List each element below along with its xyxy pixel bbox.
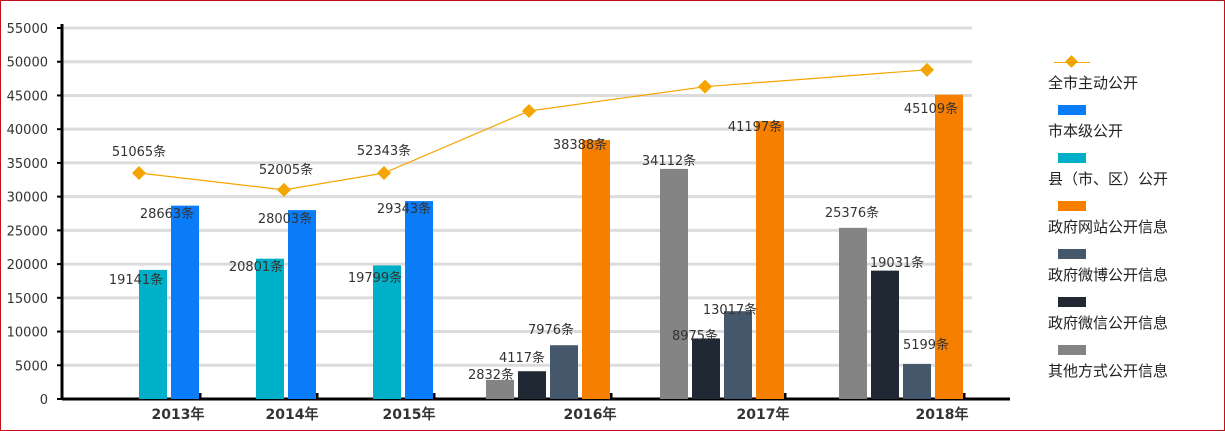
bar [871,270,899,399]
data-label: 28663条 [140,206,194,222]
data-label: 20801条 [229,259,283,275]
data-label: 34112条 [642,153,696,169]
data-label: 25376条 [825,205,879,221]
y-tick-label: 15000 [7,292,48,307]
data-label: 8975条 [672,328,718,344]
data-label: 28003条 [258,211,312,227]
legend-label: 其他方式公开信息 [1048,362,1169,380]
legend-label: 市本级公开 [1048,122,1124,140]
data-label: 5199条 [903,337,949,353]
legend-item-wechat: 政府微信公开信息 [1048,290,1218,338]
line-point-marker [920,62,934,77]
x-tick-label: 2017年 [737,406,790,423]
bar [518,371,546,399]
y-tick-label: 5000 [15,359,48,374]
bar [582,140,610,400]
y-tick-label: 40000 [7,123,48,138]
bar [550,345,578,399]
bar [405,201,433,399]
data-label: 41197条 [728,119,782,135]
line-point-marker [377,166,391,181]
line-point-marker [698,79,712,94]
y-tick-label: 10000 [7,326,48,341]
data-label: 52005条 [259,162,313,178]
data-label: 51065条 [112,144,166,160]
data-label: 19031条 [870,255,924,271]
bar [935,94,963,399]
bar [839,227,867,399]
line-point-marker [277,182,291,197]
legend-item-weibo: 政府微博公开信息 [1048,242,1218,290]
data-label: 52343条 [357,143,411,159]
line-point-marker [132,166,146,181]
y-tick-label: 55000 [7,22,48,37]
bar [724,311,752,399]
data-label: 4117条 [499,350,545,366]
x-tick-label: 2014年 [266,406,319,423]
data-label: 19799条 [348,270,402,286]
y-tick-label: 30000 [7,191,48,206]
legend-label: 政府微博公开信息 [1048,266,1169,284]
legend-diamond-icon [1065,55,1078,68]
bar [692,338,720,399]
legend-swatch [1058,345,1086,355]
bar [171,205,199,399]
line-series [138,69,928,191]
bar [903,363,931,399]
bar [288,210,316,399]
x-tick-label: 2015年 [383,406,436,423]
x-tick-label: 2013年 [152,406,205,423]
y-tick-label: 25000 [7,224,48,239]
legend-swatch [1058,153,1086,163]
legend-label: 政府网站公开信息 [1048,218,1169,236]
data-label: 7976条 [528,322,574,338]
bar [139,269,167,399]
y-tick-label: 35000 [7,157,48,172]
legend-item-website: 政府网站公开信息 [1048,194,1218,242]
data-label: 13017条 [703,302,757,318]
legend-label: 全市主动公开 [1048,74,1139,92]
bar [756,121,784,399]
legend-swatch [1058,249,1086,259]
legend-label: 县（市、区）公开 [1048,170,1169,188]
data-label: 29343条 [377,201,431,217]
data-label: 38388条 [553,137,607,153]
bar [486,379,514,399]
legend-swatch [1058,297,1086,307]
line-point-marker [522,103,536,118]
legend-swatch [1058,201,1086,211]
legend-item-total: 全市主动公开 [1048,50,1218,98]
legend-item-other: 其他方式公开信息 [1048,338,1218,386]
legend: 全市主动公开 市本级公开 县（市、区）公开 政府网站公开信息 政府微博公开信息 … [1048,50,1218,386]
legend-label: 政府微信公开信息 [1048,314,1169,332]
y-tick-label: 0 [40,393,48,408]
bar [373,265,401,399]
x-tick-label: 2018年 [916,406,969,423]
legend-item-city: 市本级公开 [1048,98,1218,146]
y-tick-label: 45000 [7,89,48,104]
data-label: 45109条 [904,101,958,117]
bar [660,168,688,399]
data-label: 19141条 [109,272,163,288]
y-tick-label: 50000 [7,56,48,71]
x-tick-label: 2016年 [564,406,617,423]
bar [256,258,284,399]
legend-item-county: 县（市、区）公开 [1048,146,1218,194]
legend-swatch [1058,105,1086,115]
y-tick-label: 20000 [7,258,48,273]
data-label: 2832条 [468,367,514,383]
